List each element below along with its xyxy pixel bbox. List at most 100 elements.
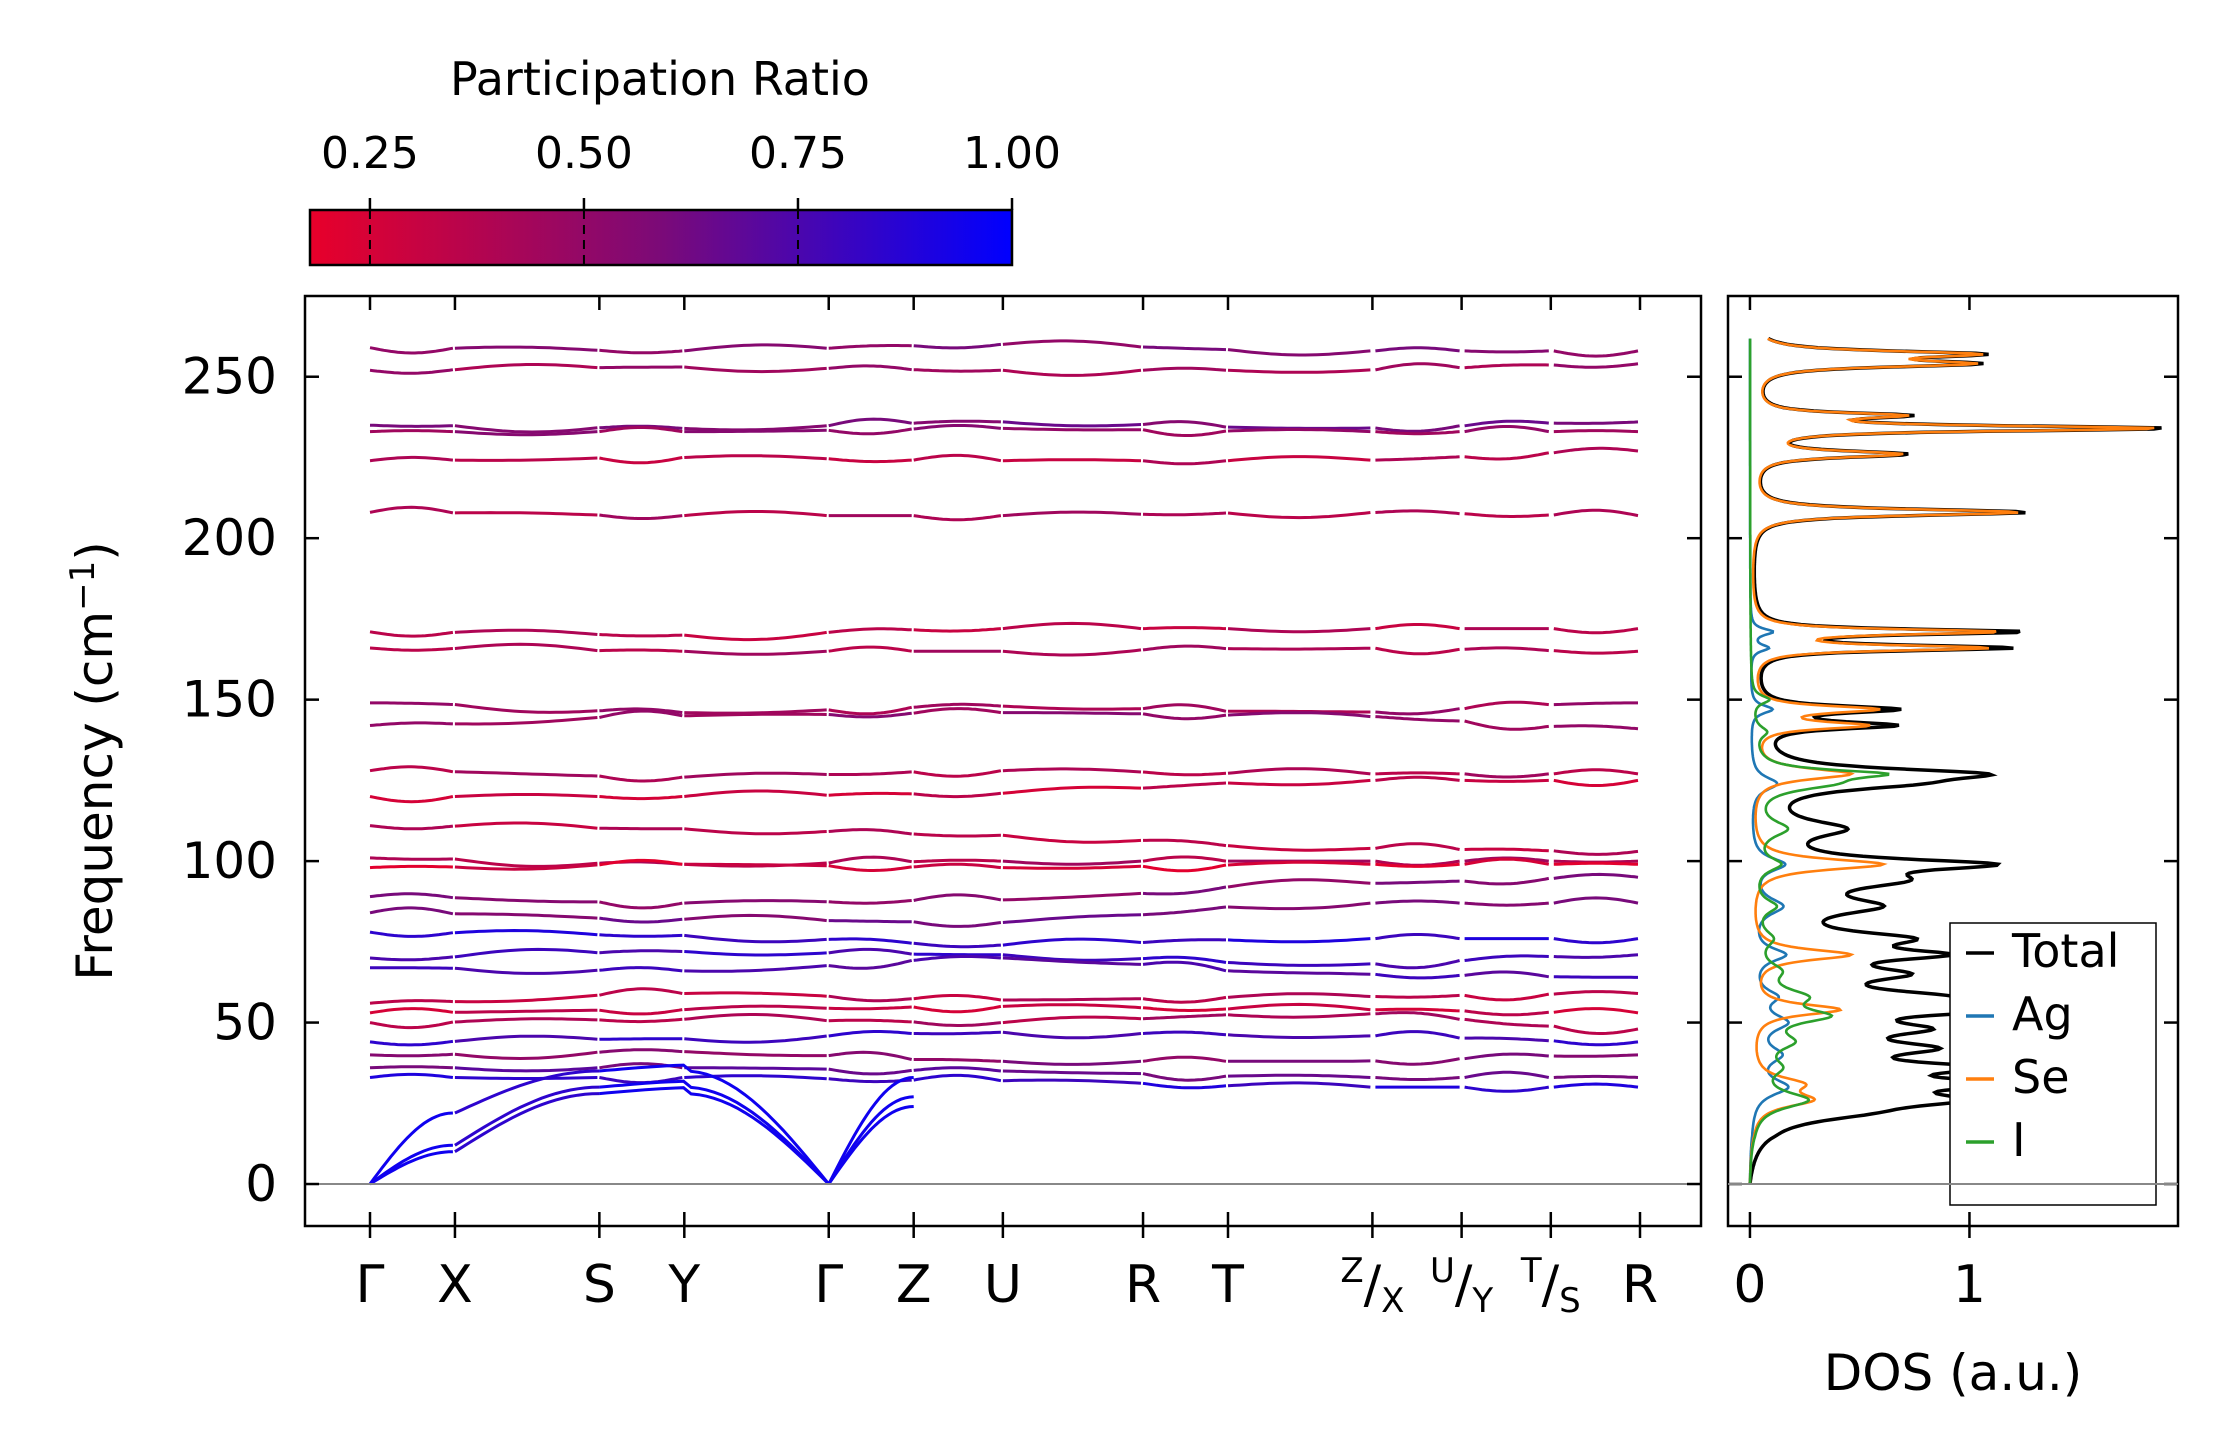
phonon-band	[1142, 955, 1227, 964]
phonon-band	[369, 429, 453, 434]
dos-tick-label: 0	[1733, 1255, 1766, 1315]
k-point-label: Γ	[356, 1255, 385, 1315]
phonon-band	[1464, 719, 1549, 731]
phonon-band	[1002, 891, 1142, 902]
phonon-band	[454, 993, 598, 1004]
phonon-band	[828, 864, 912, 872]
phonon-band	[369, 721, 453, 727]
phonon-band	[454, 345, 598, 352]
phonon-band	[1553, 627, 1639, 635]
phonon-band	[913, 1066, 1002, 1073]
phonon-band	[454, 1034, 598, 1043]
phonon-band	[1553, 446, 1639, 455]
phonon-band	[913, 832, 1001, 838]
phonon-band	[1375, 1011, 1460, 1021]
phonon-band	[1227, 937, 1371, 944]
phonon-band	[1553, 1053, 1639, 1058]
phonon-band	[913, 702, 1002, 709]
phonon-band	[828, 1030, 912, 1038]
phonon-band	[913, 1058, 1001, 1063]
phonon-band	[1464, 646, 1549, 653]
phonon-band	[1553, 1039, 1639, 1047]
phonon-band	[1464, 1009, 1549, 1017]
phonon-band	[1464, 778, 1549, 783]
phonon-band	[913, 1073, 1002, 1083]
phonon-band	[1002, 510, 1142, 518]
phonon-band	[1142, 863, 1227, 873]
phonon-band	[599, 365, 683, 370]
phonon-band	[1002, 859, 1142, 866]
k-point-label: S	[583, 1255, 616, 1315]
k-point-label: T	[1211, 1255, 1244, 1315]
acoustic-branch	[369, 1143, 453, 1186]
phonon-band	[1142, 1055, 1227, 1063]
phonon-band	[1002, 1069, 1142, 1076]
dos-axis-label: DOS (a.u.)	[1824, 1344, 2083, 1402]
frequency-axis-label: Frequency (cm−1)	[63, 541, 124, 981]
phonon-band	[599, 1048, 683, 1054]
phonon-band	[599, 987, 683, 997]
phonon-band	[454, 947, 598, 959]
phonon-band	[370, 701, 453, 706]
phonon-band	[828, 645, 912, 653]
phonon-band	[1142, 1006, 1227, 1012]
phonon-band	[684, 991, 827, 998]
phonon-band	[1375, 707, 1460, 716]
phonon-band	[1553, 649, 1639, 655]
phonon-band	[454, 1008, 598, 1014]
phonon-band	[1227, 844, 1371, 852]
phonon-band	[1553, 701, 1638, 707]
phonon-band	[1002, 913, 1142, 924]
phonon-band	[599, 348, 683, 355]
phonon-band	[1227, 778, 1371, 787]
phonon-band	[1464, 954, 1549, 962]
phonon-band	[1227, 1012, 1371, 1019]
phonon-band	[369, 795, 454, 804]
dos-axes-frame	[1726, 294, 2180, 1228]
y-tick-label: 250	[182, 348, 277, 406]
phonon-band	[454, 424, 598, 434]
k-label-slash: /	[1455, 1255, 1473, 1315]
k-point-label: X	[437, 1255, 473, 1315]
phonon-band	[1375, 775, 1460, 782]
phonon-band	[1227, 348, 1371, 357]
phonon-band	[913, 769, 1002, 778]
phonon-band	[1553, 849, 1639, 856]
legend-label: Ag	[2012, 987, 2073, 1041]
phonon-band	[828, 994, 912, 1003]
k-point-label: Z	[896, 1255, 932, 1315]
phonon-band	[1375, 771, 1460, 776]
phonon-band	[454, 1050, 598, 1061]
phonon-band	[369, 368, 454, 375]
phonon-band	[1375, 455, 1460, 462]
phonon-band	[1142, 1030, 1227, 1037]
phonon-band	[1553, 724, 1639, 731]
phonon-band	[599, 633, 683, 638]
phonon-band	[913, 1030, 1001, 1036]
frequency-unit-exponent: −1	[63, 561, 103, 611]
phonon-band	[913, 419, 1001, 425]
k-point-label: U	[984, 1255, 1022, 1315]
phonon-band	[1227, 1033, 1371, 1039]
phonon-band	[1142, 420, 1227, 429]
phonon-band	[599, 826, 683, 831]
phonon-band	[684, 510, 827, 518]
phonon-band	[1142, 905, 1227, 917]
phonon-band	[599, 916, 683, 924]
phonon-band	[913, 994, 1002, 1002]
phonon-band	[1553, 349, 1639, 358]
phonon-band	[913, 707, 1002, 715]
phonon-band	[1553, 1007, 1639, 1015]
phonon-band	[1375, 1076, 1460, 1081]
phonon-band	[369, 892, 454, 900]
phonon-band	[454, 821, 598, 830]
phonon-band	[828, 344, 912, 350]
phonon-band	[1142, 781, 1227, 790]
phonon-band	[369, 856, 453, 861]
phonon-band	[454, 793, 598, 798]
phonon-band	[1142, 1013, 1227, 1021]
colorbar-tick-label: 0.50	[535, 128, 633, 179]
phonon-band	[1553, 420, 1639, 425]
phonon-band	[684, 1013, 827, 1023]
